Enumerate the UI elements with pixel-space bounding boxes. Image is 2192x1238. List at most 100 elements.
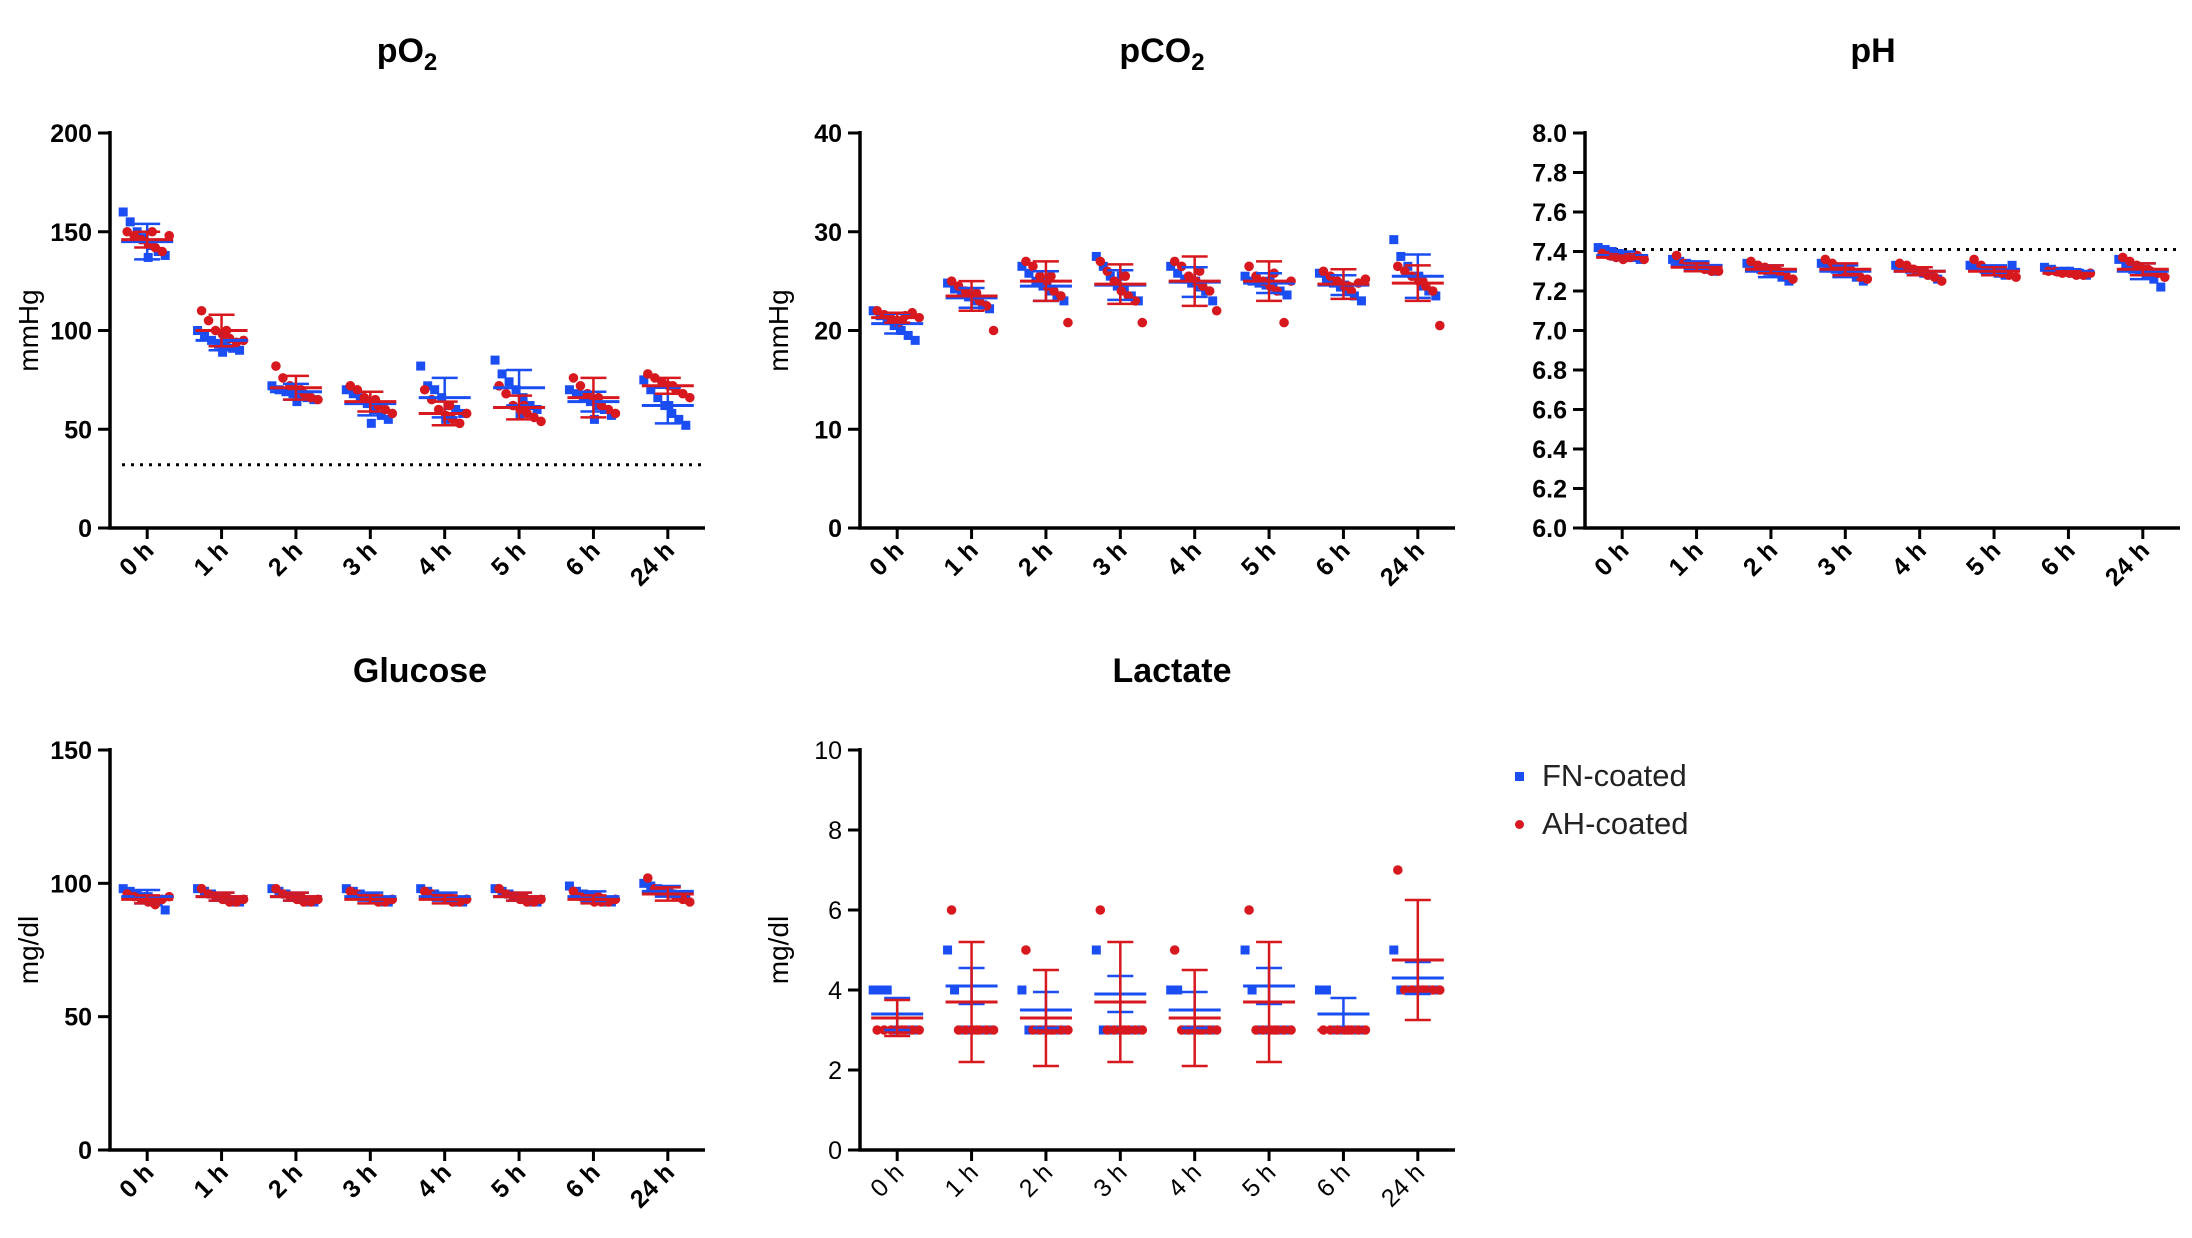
data-point-ah xyxy=(454,418,465,429)
data-point-fn xyxy=(1017,985,1027,995)
x-tick-label-glucose: 4 h xyxy=(412,1158,457,1203)
x-tick-label-po2: 2 h xyxy=(263,536,308,581)
data-point-ah xyxy=(1279,1025,1289,1035)
data-point-fn xyxy=(2039,262,2049,272)
x-tick-label-ph: 3 h xyxy=(1812,536,1857,581)
data-point-ah xyxy=(1049,286,1059,296)
series-lactate-ah xyxy=(872,865,1445,1035)
data-point-ah xyxy=(596,400,607,411)
chart-title-glucose: Glucose xyxy=(353,652,487,690)
data-point-ah xyxy=(1063,317,1073,328)
y-axis-label-pco2: mmHg xyxy=(763,289,794,371)
data-point-fn xyxy=(274,385,284,395)
data-point-ah xyxy=(872,305,882,316)
data-point-ah xyxy=(278,373,288,383)
x-tick-label-glucose: 0 h xyxy=(114,1158,159,1203)
data-point-ah xyxy=(501,388,511,399)
y-tick-label-pco2: 40 xyxy=(814,120,842,148)
legend-label-fn: FN-coated xyxy=(1542,758,1687,793)
data-point-fn xyxy=(903,330,913,340)
data-point-ah xyxy=(1671,250,1682,261)
data-point-fn xyxy=(1816,258,1826,268)
x-tick-label-glucose: 2 h xyxy=(263,1158,308,1203)
y-tick-label-ph: 6.0 xyxy=(1532,515,1567,543)
data-point-fn xyxy=(653,393,663,403)
series-po2-ah xyxy=(122,226,695,429)
x-tick-label-po2: 0 h xyxy=(114,536,159,581)
data-point-ah xyxy=(419,384,430,395)
data-point-fn xyxy=(267,381,277,391)
data-point-ah xyxy=(1021,256,1031,267)
data-point-fn xyxy=(366,418,376,428)
x-tick-label-ph: 2 h xyxy=(1738,536,1783,581)
data-point-ah xyxy=(643,369,653,379)
data-point-fn xyxy=(1208,296,1218,306)
y-tick-label-glucose: 150 xyxy=(50,737,92,765)
data-point-fn xyxy=(1105,271,1115,281)
data-point-fn xyxy=(497,369,507,379)
data-point-ah xyxy=(907,1025,917,1035)
data-point-ah xyxy=(1028,261,1038,272)
x-tick-label-lactate: 5 h xyxy=(1237,1158,1281,1202)
data-point-fn xyxy=(943,945,953,955)
data-point-ah xyxy=(1137,317,1148,328)
data-point-fn xyxy=(1321,985,1331,995)
data-point-ah xyxy=(1393,261,1403,272)
data-point-ah xyxy=(914,1025,924,1035)
data-point-fn xyxy=(288,389,298,399)
data-point-fn xyxy=(341,385,351,395)
data-point-ah xyxy=(1120,271,1131,281)
data-point-ah xyxy=(2011,272,2021,282)
data-point-fn xyxy=(1017,261,1027,271)
y-tick-label-po2: 200 xyxy=(50,120,92,148)
data-point-ah xyxy=(196,305,207,316)
data-point-fn xyxy=(882,985,892,995)
data-point-ah xyxy=(1272,286,1282,296)
data-point-ah xyxy=(960,1025,971,1035)
data-point-fn xyxy=(896,326,906,335)
data-point-ah xyxy=(1169,256,1180,267)
y-tick-label-ph: 7.8 xyxy=(1532,160,1567,188)
data-point-ah xyxy=(1169,945,1180,955)
data-point-fn xyxy=(639,878,649,888)
data-point-ah xyxy=(1407,985,1417,995)
chart-ph: pH 6.0 6.2 6.4 6.6 6.8 7.0 7.2 7.4 7.6 7.8 8.0 0 h 1 … xyxy=(1532,32,2180,592)
data-point-fn xyxy=(416,361,426,371)
y-tick-label-glucose: 100 xyxy=(50,870,92,898)
data-point-ah xyxy=(1021,945,1031,955)
y-tick-label-lactate: 10 xyxy=(814,737,842,765)
data-point-ah xyxy=(129,230,139,241)
data-point-ah xyxy=(352,384,363,395)
chart-title-lactate: Lactate xyxy=(1112,652,1231,690)
x-tick-label-lactate: 1 h xyxy=(939,1158,983,1202)
data-point-fn xyxy=(564,385,574,395)
chart-title-subscript-po2: 2 xyxy=(424,49,437,76)
data-point-ah xyxy=(1194,266,1205,277)
data-point-fn xyxy=(200,331,210,341)
x-tick-label-pco2: 0 h xyxy=(864,536,909,581)
y-tick-label-lactate: 6 xyxy=(828,897,842,925)
data-point-fn xyxy=(1389,235,1399,245)
data-point-ah xyxy=(203,315,214,326)
data-point-ah xyxy=(1258,1025,1268,1035)
y-tick-label-ph: 6.6 xyxy=(1532,397,1567,425)
data-point-fn xyxy=(868,985,878,995)
x-tick-label-po2: 3 h xyxy=(337,536,382,581)
data-point-ah xyxy=(1400,985,1410,995)
x-tick-label-pco2: 4 h xyxy=(1162,536,1207,581)
data-point-ah xyxy=(157,246,167,257)
data-point-fn xyxy=(511,385,521,395)
data-point-ah xyxy=(1435,320,1445,331)
data-point-fn xyxy=(1593,243,1603,253)
legend-label-ah: AH-coated xyxy=(1542,806,1689,841)
data-point-ah xyxy=(2160,272,2170,282)
x-tick-label-ph: 24 h xyxy=(2100,536,2155,591)
data-point-fn xyxy=(1240,945,1250,955)
data-point-ah xyxy=(685,897,695,907)
x-tick-label-glucose: 3 h xyxy=(337,1158,382,1203)
data-point-fn xyxy=(518,393,528,403)
data-point-fn xyxy=(639,375,649,385)
data-point-ah xyxy=(1056,291,1066,301)
data-point-fn xyxy=(430,385,440,395)
y-tick-label-ph: 7.4 xyxy=(1532,239,1567,267)
